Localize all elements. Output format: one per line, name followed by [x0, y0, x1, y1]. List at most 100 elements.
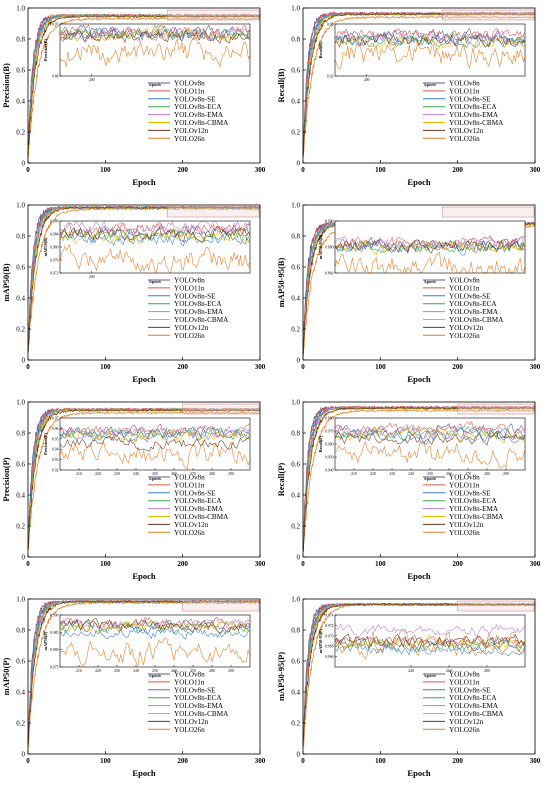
inset-y-tick-label: 0.900 — [325, 220, 334, 224]
inset-x-tick-label: 240 — [133, 669, 139, 673]
x-tick-label: 0 — [26, 166, 30, 174]
y-tick-label: 0.8 — [16, 36, 25, 44]
inset-series-group — [59, 24, 251, 68]
series-line-yolov12n — [302, 12, 536, 156]
zoom-region — [441, 9, 535, 21]
x-tick-label: 300 — [255, 363, 266, 371]
legend-entry: YOLO26n — [449, 332, 480, 340]
legend: YOLOv8nYOLO11nYOLOv8n-SEYOLOv8n-ECAYOLOv… — [423, 80, 504, 143]
series-line-yolov12n — [27, 14, 261, 158]
y-tick-label: 0.4 — [291, 492, 300, 500]
x-tick-label: 200 — [177, 166, 188, 174]
legend-entry: YOLOv8n — [174, 474, 205, 482]
legend-entry: YOLOv12n — [449, 718, 484, 726]
series-group — [27, 599, 261, 749]
x-tick-label: 100 — [100, 757, 111, 765]
y-tick-label: 0 — [22, 160, 26, 168]
y-axis-label: Recall(P) — [276, 463, 286, 497]
inset-line-yolov8n-cbma — [334, 634, 526, 650]
series-group — [27, 13, 261, 158]
legend-entry: YOLOv8n-SE — [449, 686, 491, 694]
inset-x-tick-label: 270 — [190, 669, 196, 673]
inset-y-tick-label: 0.980 — [50, 648, 59, 652]
inset-y-tick-label: 0.975 — [50, 666, 59, 670]
legend: YOLOv8nYOLO11nYOLOv8n-SEYOLOv8n-ECAYOLOv… — [148, 671, 229, 734]
inset-line-yolov8n-se — [334, 643, 526, 657]
inset-frame — [59, 417, 251, 471]
legend-entry: YOLO11n — [174, 678, 205, 686]
y-tick-label: 0.6 — [291, 264, 300, 272]
legend-entry: YOLOv8n-ECA — [449, 103, 497, 111]
series-group — [302, 405, 536, 552]
y-tick-label: 0.4 — [16, 98, 25, 106]
inset-line-yolov12n — [334, 430, 526, 446]
inset-x-axis-label: Epoch — [149, 673, 161, 678]
legend-entry: YOLOv8n-CBMA — [449, 710, 504, 718]
x-tick-label: 0 — [301, 166, 305, 174]
inset-line-yolov8n-ema — [59, 425, 251, 440]
inset-line-yolov8n-se — [59, 231, 251, 247]
inset-line-yolov8n-ema — [59, 220, 251, 235]
y-tick-label: 0.6 — [16, 67, 25, 75]
chart-recall-p: 0 0.2 0.4 0.6 0.8 1.0 0 100 200 300 Epoch Recall(P)… — [276, 399, 541, 582]
legend-entry: YOLOv12n — [174, 718, 209, 726]
inset-y-tick-label: 0.93 — [52, 458, 59, 462]
y-tick-label: 0.2 — [16, 129, 25, 137]
y-tick-label: 0 — [22, 357, 26, 365]
inset-x-tick-label: 280 — [209, 669, 215, 673]
legend-entry: YOLO26n — [449, 529, 480, 537]
x-axis-label: Epoch — [407, 374, 430, 384]
inset-line-yolov8n — [334, 636, 526, 652]
inset-y-tick-label: 0.988 — [50, 220, 59, 224]
inset-line-yolo26n — [334, 251, 526, 274]
inset-y-tick-label: 0.980 — [50, 246, 59, 250]
inset-line-yolov8n-cbma — [334, 240, 526, 256]
inset-line-yolov8n — [334, 423, 526, 439]
x-tick-label: 300 — [255, 166, 266, 174]
y-tick-label: 0.4 — [291, 98, 300, 106]
chart-precision-b: 0 0.2 0.4 0.6 0.8 1.0 0 100 200 300 Epoch Precision… — [1, 5, 266, 188]
x-axis-label: Epoch — [407, 571, 430, 581]
zoom-region — [182, 403, 260, 415]
inset-line-yolo11n — [334, 28, 526, 42]
inset-line-yolov12n — [334, 33, 526, 48]
inset-y-axis-label: mAP50(B) — [43, 237, 48, 256]
inset-series-group — [59, 617, 251, 667]
y-axis-label: mAP50(B) — [1, 263, 11, 301]
inset-y-axis-label: Recall(B) — [318, 41, 323, 58]
inset-y-tick-label: 0.985 — [50, 631, 59, 635]
inset-y-tick-label: 0.976 — [50, 259, 59, 263]
inset-y-axis-label: Precision(B) — [43, 38, 48, 61]
x-tick-label: 100 — [100, 560, 111, 568]
legend-entry: YOLO11n — [174, 284, 205, 292]
inset-line-yolo26n — [334, 43, 526, 70]
inset-line-yolo26n — [59, 637, 251, 667]
inset-x-tick-label: 240 — [408, 472, 414, 476]
inset-y-tick-label: 0.972 — [325, 624, 334, 628]
legend-entry: YOLOv12n — [174, 521, 209, 529]
inset-x-tick-label: 230 — [114, 669, 120, 673]
legend: YOLOv8nYOLO11nYOLOv8n-SEYOLOv8n-ECAYOLOv… — [148, 474, 229, 537]
legend-entry: YOLOv8n-EMA — [449, 505, 499, 513]
inset-line-yolov12n — [334, 633, 526, 648]
x-tick-label: 0 — [26, 757, 30, 765]
inset-x-tick-label: 210 — [76, 669, 82, 673]
legend-entry: YOLOv8n-EMA — [449, 308, 499, 316]
legend-entry: YOLOv8n-EMA — [174, 111, 224, 119]
y-axis-label: Recall(B) — [276, 68, 286, 102]
inset-y-tick-label: 0.95 — [52, 437, 59, 441]
y-axis-label: mAP50(P) — [1, 657, 11, 695]
y-tick-label: 0 — [297, 160, 301, 168]
legend-entry: YOLOv8n-SE — [449, 489, 491, 497]
legend-entry: YOLOv8n-SE — [174, 489, 216, 497]
x-tick-label: 100 — [375, 560, 386, 568]
inset-y-tick-label: 0.97 — [52, 23, 59, 27]
y-tick-label: 0.8 — [291, 233, 300, 241]
legend-entry: YOLOv8n-ECA — [174, 103, 222, 111]
inset-x-tick-label: 260 — [446, 472, 452, 476]
inset-x-tick-label: 210 — [76, 472, 82, 476]
inset-y-axis-label: Recall(P) — [318, 435, 323, 452]
x-tick-label: 100 — [375, 166, 386, 174]
series-line-yolov12n — [302, 406, 536, 552]
